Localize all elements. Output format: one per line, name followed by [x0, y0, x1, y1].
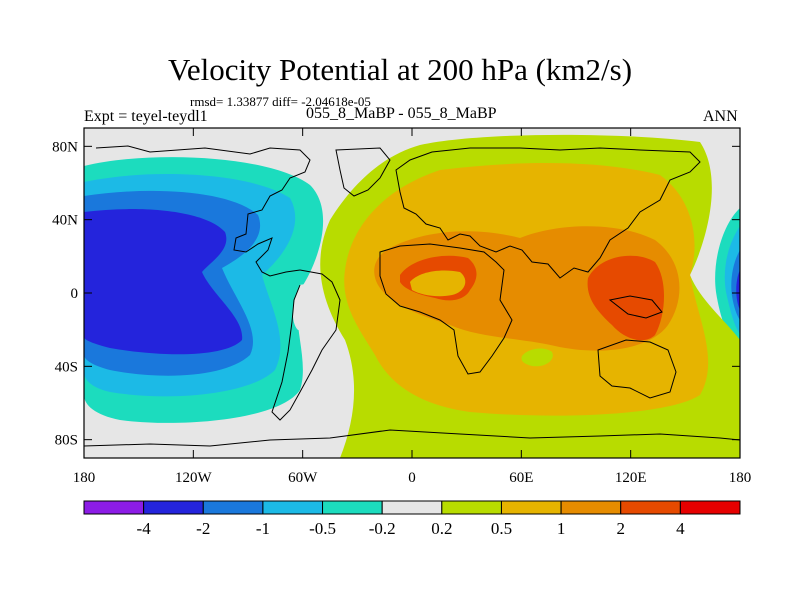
colorbar-swatch: [262, 500, 324, 515]
chart-title: Velocity Potential at 200 hPa (km2/s): [167, 52, 633, 87]
colorbar-swatch: [500, 500, 562, 515]
colorbar-swatch: [83, 500, 145, 515]
colorbar-label: -1: [256, 519, 270, 538]
coastline-southeast-asia: [608, 295, 663, 319]
coastline-north-america: [95, 145, 311, 277]
coastline-antarctica: [84, 429, 740, 447]
colorbar-swatch: [322, 500, 383, 515]
contour-gap-near-zero: [292, 284, 317, 331]
colorbar-label: -0.2: [369, 519, 396, 538]
x-tick-label: 120E: [615, 470, 647, 486]
y-tick-label: 40S: [55, 359, 78, 375]
colorbar-label: 0.5: [491, 519, 512, 538]
colorbar-label: 0.2: [431, 519, 452, 538]
y-tick-label: 80N: [52, 139, 78, 155]
coastline-greenland: [335, 147, 391, 197]
x-axis: 180 120W 60W 0 60E 120E 180: [73, 128, 752, 486]
contour-band-pos2-asia: [587, 255, 665, 341]
cases-label: 055_8_MaBP - 055_8_MaBP: [306, 105, 497, 122]
y-tick-label: 80S: [55, 433, 78, 449]
contour-band-neg4: [84, 209, 243, 355]
map-field: [84, 128, 740, 458]
season-label: ANN: [703, 108, 738, 125]
colorbar-label: 2: [616, 519, 625, 538]
coastline-australia: [597, 339, 677, 399]
rmsd-stats: rmsd= 1.33877 diff= -2.04618e-05: [190, 94, 371, 109]
colorbar-swatch: [560, 500, 622, 515]
x-tick-label: 60W: [288, 470, 318, 486]
colorbar-label: -2: [196, 519, 210, 538]
colorbar-swatch: [679, 500, 741, 515]
colorbar-swatch: [441, 500, 502, 515]
experiment-label: Expt = teyel-teydl1: [84, 108, 208, 125]
x-tick-label: 180: [73, 470, 96, 486]
colorbar-label: 4: [676, 519, 685, 538]
coastline-africa: [379, 243, 513, 375]
colorbar-swatch: [143, 500, 204, 515]
coastlines: [84, 145, 740, 447]
colorbar-swatch: [202, 500, 264, 515]
x-tick-label: 0: [408, 470, 416, 486]
coastline-south-america: [271, 269, 341, 421]
colorbar-label: -4: [137, 519, 152, 538]
colorbar-swatch: [381, 500, 443, 515]
contour-band-neg4-east: [736, 270, 740, 310]
colorbar: -4 -2 -1 -0.5 -0.2 0.2 0.5 1 2 4: [83, 500, 741, 538]
y-tick-label: 40N: [52, 213, 78, 229]
x-tick-label: 60E: [509, 470, 533, 486]
coastline-eurasia: [395, 147, 701, 279]
colorbar-swatch: [620, 500, 681, 515]
x-tick-label: 120W: [175, 470, 213, 486]
contour-pocket-africa: [410, 270, 466, 297]
colorbar-label: 1: [557, 519, 566, 538]
y-axis: 80N 40N 0 40S 80S: [52, 139, 740, 449]
contour-pocket-indian-ocean: [521, 348, 553, 367]
y-tick-label: 0: [71, 286, 79, 302]
colorbar-label: -0.5: [309, 519, 336, 538]
x-tick-label: 180: [729, 470, 752, 486]
